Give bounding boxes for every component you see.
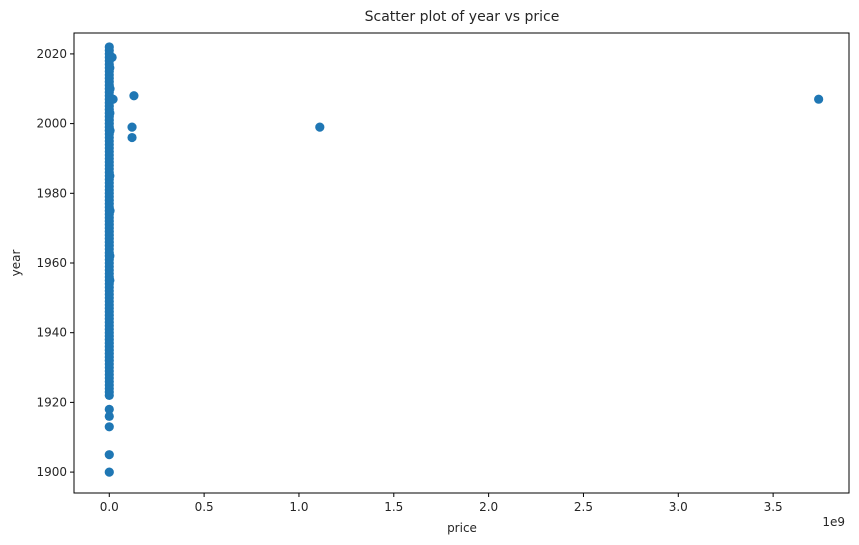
data-point <box>129 91 139 101</box>
x-axis-label: price <box>447 521 477 535</box>
data-point <box>105 206 115 216</box>
data-point <box>105 251 115 261</box>
data-point <box>104 404 114 414</box>
data-point <box>104 42 114 52</box>
data-point <box>127 122 137 132</box>
data-point <box>105 108 115 118</box>
chart-title: Scatter plot of year vs price <box>365 9 560 25</box>
data-point <box>104 411 114 421</box>
y-tick-label: 1960 <box>36 256 67 270</box>
data-point <box>105 171 115 181</box>
data-point <box>105 275 115 286</box>
x-tick-label: 3.0 <box>669 500 688 514</box>
x-tick-label: 1.5 <box>384 500 403 514</box>
data-point <box>315 122 325 132</box>
y-tick-label: 1900 <box>36 465 67 479</box>
data-point <box>104 450 114 460</box>
data-point <box>104 467 114 477</box>
x-tick-label: 0.5 <box>195 500 214 514</box>
x-axis: 0.0 0.5 1.0 1.5 2.0 2.5 3.0 3.5 <box>100 493 783 514</box>
points-layer <box>104 42 824 477</box>
data-point <box>105 84 115 94</box>
data-point <box>127 132 137 143</box>
y-axis-label: year <box>9 250 23 277</box>
y-tick-label: 2020 <box>36 47 67 61</box>
data-point <box>104 422 114 432</box>
x-tick-label: 1.0 <box>289 500 308 514</box>
plot-frame <box>73 32 850 494</box>
data-point <box>107 52 117 62</box>
x-tick-label: 2.0 <box>479 500 498 514</box>
y-tick-label: 2000 <box>36 117 67 131</box>
y-axis: 1900 1920 1940 1960 1980 2000 2020 <box>36 47 74 479</box>
y-tick-label: 1980 <box>36 186 67 200</box>
x-tick-label: 0.0 <box>100 500 119 514</box>
x-tick-label: 3.5 <box>764 500 783 514</box>
data-point <box>108 94 118 104</box>
data-point <box>814 94 824 104</box>
data-point <box>105 125 115 136</box>
y-tick-label: 1920 <box>36 395 67 409</box>
x-axis-offset-label: 1e9 <box>822 515 845 529</box>
y-tick-label: 1940 <box>36 326 67 340</box>
x-tick-label: 2.5 <box>574 500 593 514</box>
data-point <box>105 63 115 73</box>
